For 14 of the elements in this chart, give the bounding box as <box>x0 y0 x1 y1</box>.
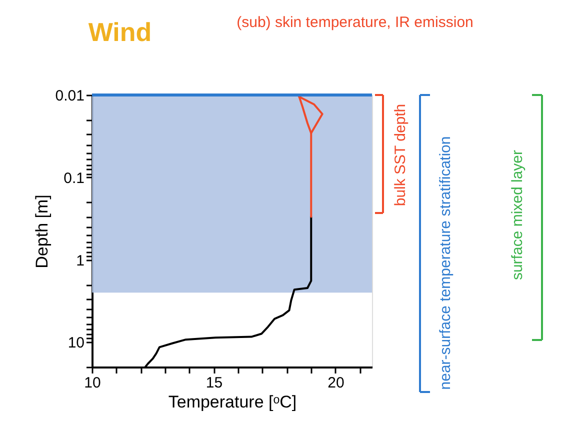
y-tick-label: 10 <box>68 334 84 352</box>
x-tick-label: 10 <box>84 374 101 392</box>
x-tick-label: 15 <box>206 374 223 392</box>
y-tick-label: 0.01 <box>55 88 84 104</box>
text: (sub) skin temperature, IR emission <box>236 14 474 31</box>
x-axis-title: Temperature [ᵒC] <box>168 392 297 412</box>
text: bulk SST depth <box>392 104 409 206</box>
x-tick-label: 20 <box>328 374 344 392</box>
text: surface mixed layer <box>509 150 526 280</box>
text: Wind <box>88 17 152 47</box>
text: near-surface temperature stratification <box>437 136 454 390</box>
y-tick-label: 0.1 <box>64 170 84 187</box>
y-axis-title: Depth [m] <box>32 194 52 268</box>
y-tick-label: 1 <box>76 252 84 270</box>
